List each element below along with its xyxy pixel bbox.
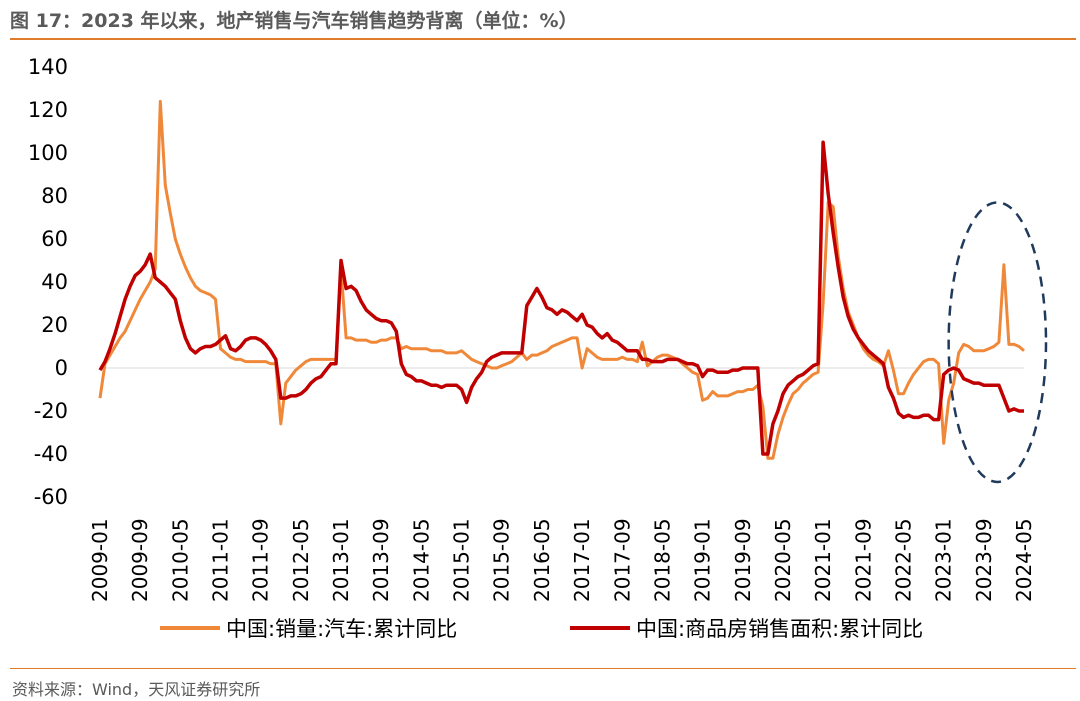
x-tick-label: 2023-01: [932, 518, 956, 602]
y-tick-label: 140: [28, 55, 68, 79]
y-tick-label: 40: [41, 270, 68, 294]
legend-swatch-property-sales: [570, 626, 630, 630]
x-tick-label: 2022-05: [891, 518, 915, 602]
series-layer: [98, 99, 1025, 460]
auto-sales-line: [98, 99, 1025, 460]
y-tick-label: 80: [41, 184, 68, 208]
property-sales-line: [98, 140, 1024, 456]
x-tick-label: 2009-01: [88, 518, 112, 602]
x-tick-label: 2024-05: [1012, 518, 1036, 602]
x-tick-label: 2020-05: [771, 518, 795, 602]
x-tick-label: 2017-01: [570, 518, 594, 602]
y-tick-label: 20: [41, 313, 68, 337]
y-axis-labels: 140 120 100 80 60 40 20 0 -20 -40 -60: [28, 55, 68, 509]
y-tick-label: -60: [34, 485, 68, 509]
x-tick-label: 2016-05: [530, 518, 554, 602]
chart-title: 图 17：2023 年以来，地产销售与汽车销售趋势背离（单位：%）: [10, 10, 578, 32]
x-tick-label: 2011-01: [209, 518, 233, 602]
x-tick-label: 2018-05: [650, 518, 674, 602]
legend-label-property-sales: 中国:商品房销售面积:累计同比: [636, 617, 924, 641]
y-tick-label: 120: [28, 98, 68, 122]
source-divider: [10, 668, 1076, 669]
x-tick-label: 2019-09: [731, 518, 755, 602]
y-tick-label: 0: [55, 356, 68, 380]
x-tick-label: 2014-05: [409, 518, 433, 602]
x-tick-label: 2015-09: [490, 518, 514, 602]
source-note: 资料来源：Wind，天风证券研究所: [12, 680, 261, 699]
x-tick-label: 2010-05: [168, 518, 192, 602]
chart-legend: 中国:销量:汽车:累计同比 中国:商品房销售面积:累计同比: [0, 610, 1080, 646]
x-tick-label: 2019-01: [691, 518, 715, 602]
x-tick-label: 2013-01: [329, 518, 353, 602]
x-tick-label: 2011-09: [249, 518, 273, 602]
legend-swatch-auto-sales: [160, 626, 220, 630]
x-tick-label: 2013-09: [369, 518, 393, 602]
y-tick-label: -20: [34, 399, 68, 423]
x-tick-label: 2009-09: [128, 518, 152, 602]
legend-label-auto-sales: 中国:销量:汽车:累计同比: [226, 617, 458, 641]
legend-item-property-sales: 中国:商品房销售面积:累计同比: [570, 610, 923, 646]
x-tick-label: 2023-09: [972, 518, 996, 602]
highlight-ellipse: [947, 201, 1048, 484]
title-divider: [10, 38, 1076, 40]
x-tick-label: 2021-09: [851, 518, 875, 602]
x-axis-labels: 2009-01 2009-09 2010-05 2011-01 2011-09 2012-…: [88, 518, 1036, 602]
x-tick-label: 2015-01: [450, 518, 474, 602]
x-tick-label: 2021-01: [811, 518, 835, 602]
y-tick-label: 60: [41, 227, 68, 251]
y-tick-label: 100: [28, 141, 68, 165]
x-tick-label: 2012-05: [289, 518, 313, 602]
x-tick-label: 2017-09: [610, 518, 634, 602]
legend-item-auto-sales: 中国:销量:汽车:累计同比: [160, 610, 457, 646]
y-tick-label: -40: [34, 442, 68, 466]
